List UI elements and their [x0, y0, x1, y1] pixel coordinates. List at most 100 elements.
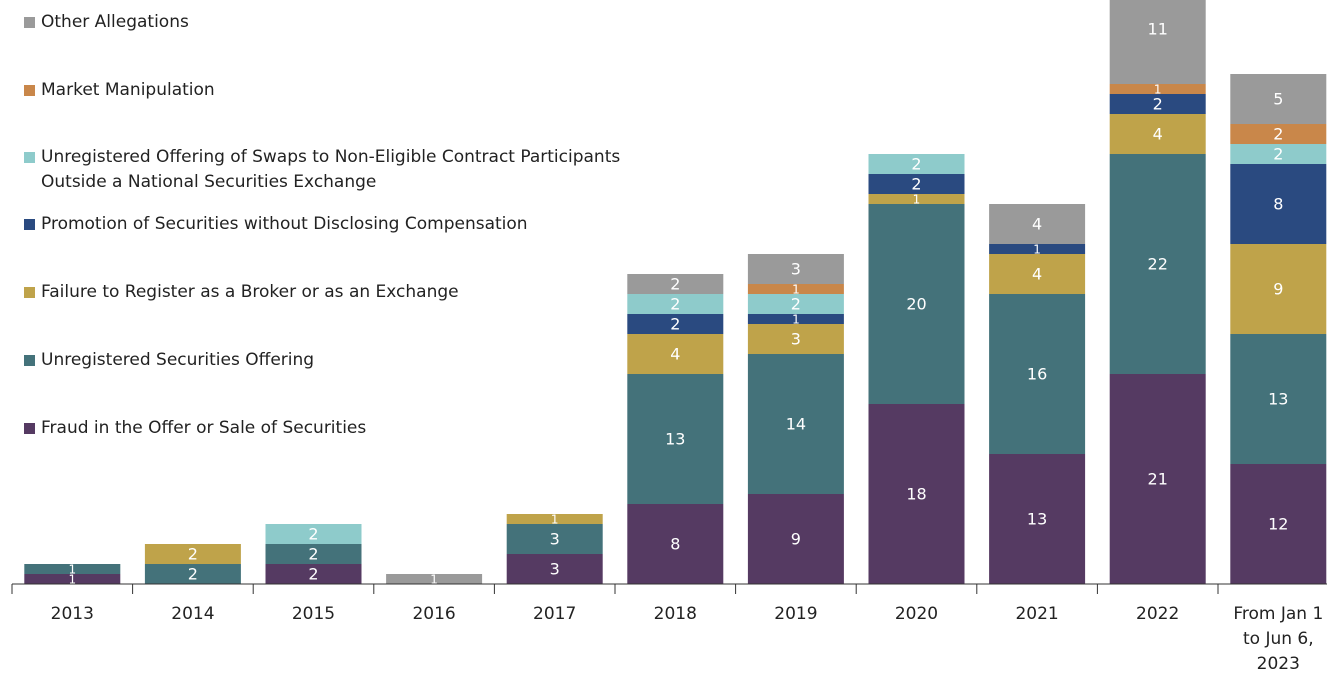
bar-segment: [386, 574, 483, 584]
value-label: 1: [551, 513, 559, 527]
value-label: 4: [1153, 125, 1163, 144]
bar-segment: [747, 314, 844, 324]
value-label: 20: [906, 295, 926, 314]
legend-swatch: [24, 355, 35, 366]
value-label: 4: [1032, 215, 1042, 234]
bar-segment: [747, 284, 844, 294]
value-label: 13: [665, 430, 685, 449]
legend-item: Failure to Register as a Broker or as an…: [24, 280, 624, 305]
x-tick-label: 2018: [653, 604, 697, 624]
bar-segment: [627, 294, 724, 314]
x-tick-label: 2022: [1136, 604, 1180, 624]
legend-item: Unregistered Securities Offering: [24, 348, 624, 373]
value-label: 3: [791, 260, 801, 279]
bar-segment: [24, 564, 121, 574]
bar-segment: [747, 354, 844, 494]
legend-label: Promotion of Securities without Disclosi…: [41, 214, 528, 234]
value-label: 5: [1273, 90, 1283, 109]
bar-segment: [868, 204, 965, 404]
value-label: 1: [430, 573, 438, 587]
legend-swatch: [24, 152, 35, 163]
value-label: 2: [911, 175, 921, 194]
bar-segment: [1109, 0, 1206, 84]
bar-segment: [1230, 334, 1327, 464]
value-label: 2: [670, 315, 680, 334]
value-label: 16: [1027, 365, 1047, 384]
bar-segment: [868, 194, 965, 204]
value-label: 3: [550, 560, 560, 579]
value-label: 8: [1273, 195, 1283, 214]
legend-label: Unregistered Offering of Swaps to Non-El…: [41, 147, 621, 192]
legend-label: Market Manipulation: [41, 80, 215, 100]
value-label: 1: [68, 573, 76, 587]
bar-segment: [1109, 114, 1206, 154]
value-label: 11: [1148, 20, 1168, 39]
x-tick-label: 2019: [774, 604, 818, 624]
value-label: 2: [188, 545, 198, 564]
bar-segment: [265, 564, 362, 584]
value-label: 2: [1153, 95, 1163, 114]
bar-segment: [24, 574, 121, 584]
value-label: 2: [670, 295, 680, 314]
value-label: 2: [911, 155, 921, 174]
value-label: 3: [791, 330, 801, 349]
legend-swatch: [24, 219, 35, 230]
bar-segment: [747, 294, 844, 314]
value-label: 13: [1268, 390, 1288, 409]
bar-segment: [265, 524, 362, 544]
value-label: 2: [670, 275, 680, 294]
value-label: 21: [1148, 470, 1168, 489]
bar-segment: [868, 404, 965, 584]
value-label: 8: [670, 535, 680, 554]
x-tick-label: 2016: [412, 604, 456, 624]
bar-segment: [989, 454, 1086, 584]
bar-segment: [506, 514, 603, 524]
bar-segment: [989, 244, 1086, 254]
bar-segment: [747, 494, 844, 584]
bar-segment: [1109, 94, 1206, 114]
bar-segment: [989, 254, 1086, 294]
value-label: 4: [1032, 265, 1042, 284]
value-label: 2: [1273, 125, 1283, 144]
bar-segment: [1109, 374, 1206, 584]
value-label: 2: [308, 545, 318, 564]
bar-segment: [265, 544, 362, 564]
legend-label: Fraud in the Offer or Sale of Securities: [41, 418, 367, 438]
bar-segment: [989, 204, 1086, 244]
bar-segment: [1230, 144, 1327, 164]
value-label: 13: [1027, 510, 1047, 529]
bar-segment: [627, 314, 724, 334]
legend-item: Promotion of Securities without Disclosi…: [24, 212, 624, 237]
x-tick-label: 2014: [171, 604, 215, 624]
value-label: 18: [906, 485, 926, 504]
value-label: 1: [1154, 83, 1162, 97]
value-label: 14: [786, 415, 806, 434]
value-label: 2: [791, 295, 801, 314]
value-label: 9: [1273, 280, 1283, 299]
bar-segment: [627, 504, 724, 584]
x-tick-label: From Jan 1 to Jun 6, 2023: [1233, 604, 1324, 674]
bar-segment: [1109, 154, 1206, 374]
bar-segment: [868, 174, 965, 194]
legend-label: Unregistered Securities Offering: [41, 350, 315, 370]
bar-segment: [747, 254, 844, 284]
bar-segment: [1230, 164, 1327, 244]
x-tick-label: 2013: [50, 604, 94, 624]
value-label: 9: [791, 530, 801, 549]
value-label: 22: [1148, 255, 1168, 274]
value-label: 3: [550, 530, 560, 549]
value-label: 1: [1033, 243, 1041, 257]
legend-item: Other Allegations: [24, 10, 624, 35]
legend-label: Failure to Register as a Broker or as an…: [41, 282, 459, 302]
value-label: 2: [308, 565, 318, 584]
bar-segment: [506, 554, 603, 584]
bar-segment: [144, 544, 241, 564]
bar-segment: [1230, 124, 1327, 144]
bar-segment: [747, 324, 844, 354]
legend-swatch: [24, 423, 35, 434]
bar-segment: [144, 564, 241, 584]
bar-segment: [627, 334, 724, 374]
bar-segment: [989, 294, 1086, 454]
